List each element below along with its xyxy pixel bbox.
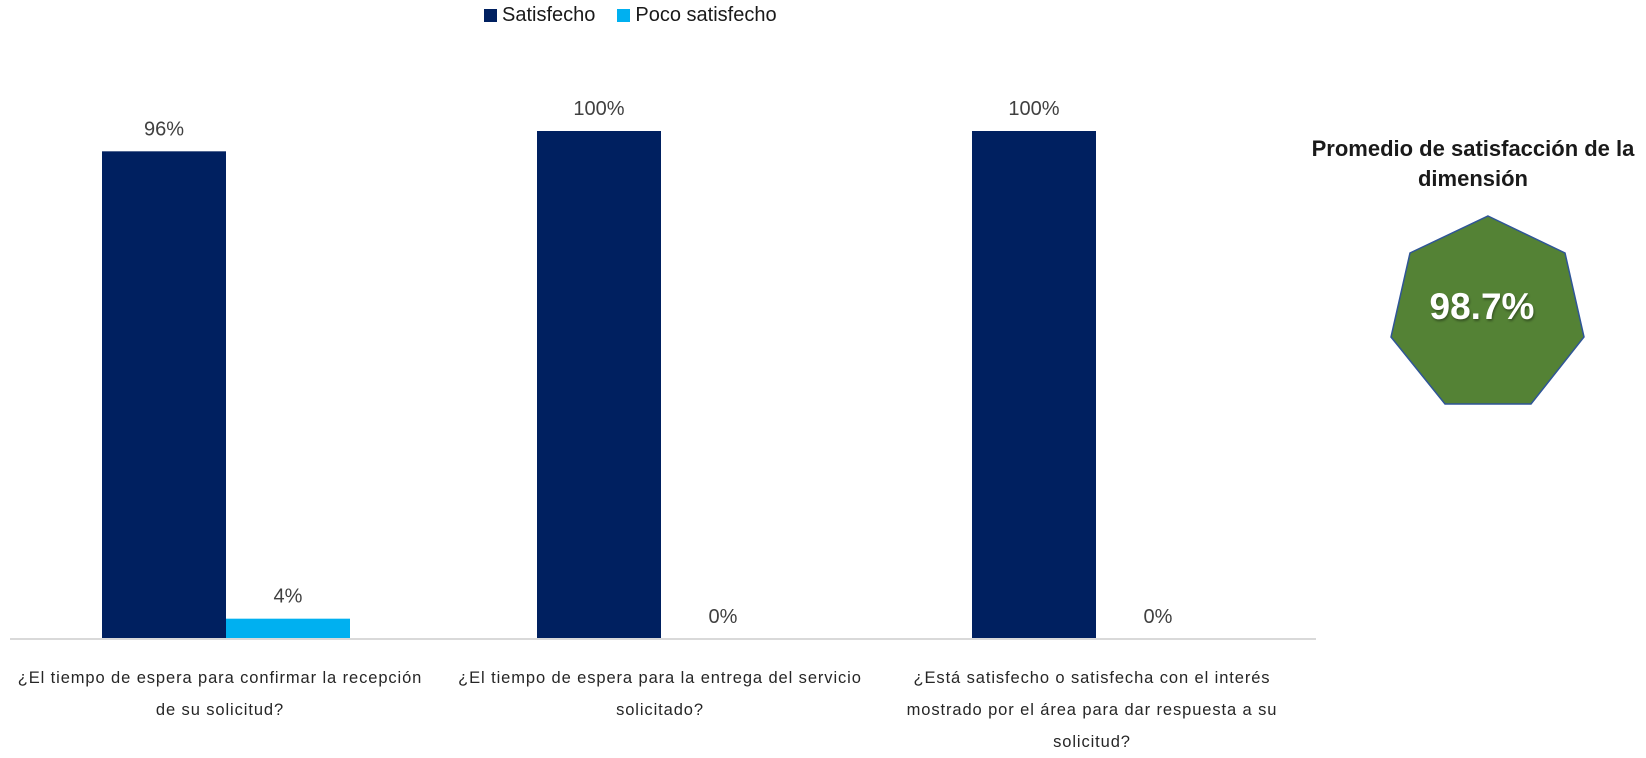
legend-label-poco-satisfecho: Poco satisfecho <box>635 4 777 26</box>
data-label-satisfecho-2: 100% <box>573 98 624 120</box>
data-label-poco-satisfecho-2: 0% <box>709 606 738 628</box>
data-labels-layer: 96% 100% 100% 4% 0% 0% <box>144 98 1173 628</box>
bar-satisfecho-3 <box>972 131 1096 639</box>
category-label-2: ¿El tiempo de espera para la entrega del… <box>458 669 862 719</box>
bars-layer <box>102 131 1096 639</box>
category-label-3: ¿Está satisfecho o satisfecha con el int… <box>906 669 1278 751</box>
legend-item-poco-satisfecho: Poco satisfecho <box>617 4 777 27</box>
legend-swatch-satisfecho <box>484 9 497 22</box>
bar-poco-satisfecho-1 <box>226 618 350 639</box>
bar-satisfecho-1 <box>102 151 226 639</box>
summary-heptagon-shape <box>1390 215 1585 405</box>
legend: Satisfecho Poco satisfecho <box>484 4 799 27</box>
category-label-1: ¿El tiempo de espera para confirmar la r… <box>17 669 423 719</box>
legend-swatch-poco-satisfecho <box>617 9 631 22</box>
summary-title: Promedio de satisfacción de la dimensión <box>1311 136 1635 191</box>
data-label-poco-satisfecho-1: 4% <box>274 586 303 608</box>
legend-item-satisfecho: Satisfecho <box>484 4 595 27</box>
bar-satisfecho-2 <box>537 131 661 639</box>
data-label-satisfecho-1: 96% <box>144 118 184 140</box>
summary-value: 98.7% <box>1429 286 1535 327</box>
legend-label-satisfecho: Satisfecho <box>502 4 596 26</box>
data-label-poco-satisfecho-3: 0% <box>1144 606 1173 628</box>
data-label-satisfecho-3: 100% <box>1008 98 1059 120</box>
